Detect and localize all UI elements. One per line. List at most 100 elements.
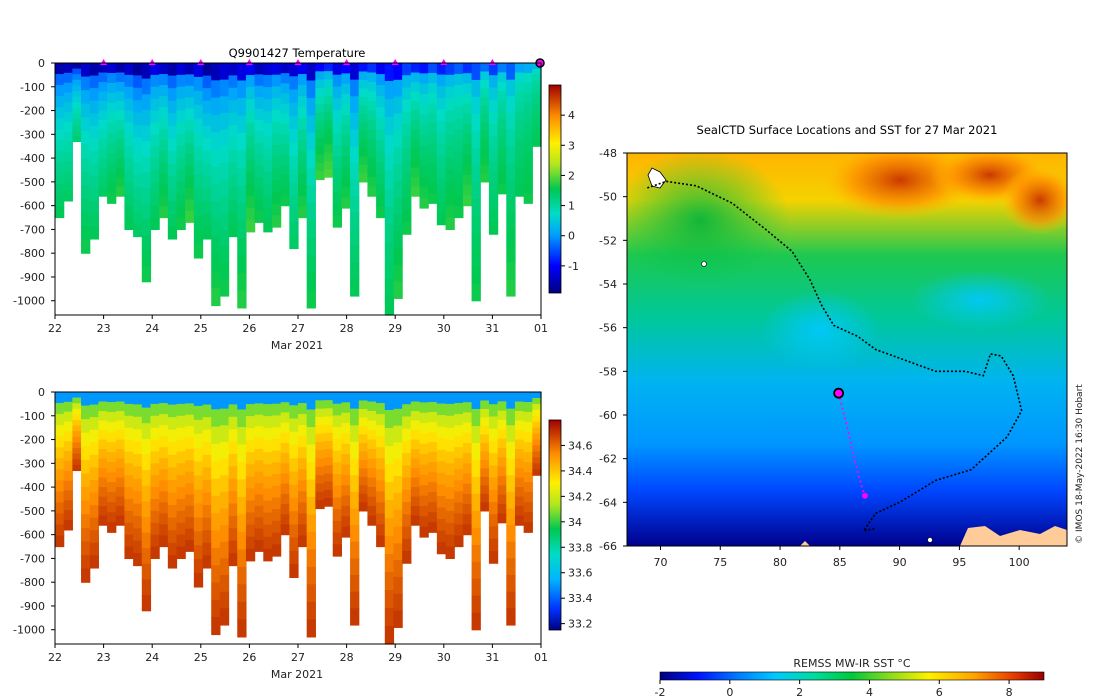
profile-cell — [202, 150, 212, 165]
colorbar-tick-label: 34.6 — [568, 439, 593, 452]
y-tick-label: -400 — [20, 481, 45, 494]
profile-cell — [141, 172, 152, 189]
profile-cell — [454, 195, 464, 208]
profile-cell — [324, 489, 334, 499]
profile-cell — [202, 188, 212, 202]
profile-cell — [98, 63, 108, 74]
profile-cell — [393, 130, 403, 148]
profile-cell — [133, 186, 143, 200]
profile-cell — [341, 94, 351, 106]
profile-cell — [263, 135, 273, 148]
profile-cell — [315, 79, 325, 89]
profile-cell — [167, 113, 178, 127]
profile-cell — [185, 392, 195, 404]
profile-cell — [462, 63, 473, 74]
x-tick-label: 30 — [437, 322, 451, 335]
profile-cell — [315, 71, 325, 81]
profile-cell — [410, 139, 421, 150]
profile-cell — [55, 151, 65, 163]
profile-cell — [462, 392, 473, 403]
profile-cell — [219, 63, 230, 81]
profile-cell — [159, 414, 169, 426]
profile-cell — [532, 116, 542, 124]
profile-cell — [523, 452, 533, 463]
profile-cell — [324, 95, 334, 105]
profile-cell — [237, 97, 247, 117]
profile-cell — [514, 129, 525, 140]
profile-cell — [211, 114, 221, 133]
profile-cell — [55, 480, 65, 492]
profile-cell — [298, 469, 308, 481]
profile-cell — [141, 423, 152, 440]
profile-cell — [211, 426, 221, 445]
y-tick-label: -500 — [20, 505, 45, 518]
profile-cell — [263, 512, 273, 526]
profile-cell — [402, 197, 412, 211]
profile-cell — [428, 452, 438, 463]
profile-cell — [263, 123, 273, 136]
profile-cell — [376, 162, 386, 174]
profile-cell — [497, 476, 507, 486]
profile-cell — [523, 442, 533, 453]
salinity-panel: 22 23 24 25 26 27 28 29 30 31 01 0-100-200-300-400… — [13, 386, 592, 681]
profile-cell — [306, 220, 316, 239]
profile-cell — [159, 206, 169, 219]
profile-cell — [506, 541, 516, 560]
profile-cell — [358, 122, 369, 132]
profile-cell — [419, 505, 429, 517]
profile-cell — [124, 193, 134, 207]
profile-cell — [298, 195, 308, 208]
profile-cell — [254, 210, 264, 223]
profile-cell — [228, 515, 238, 529]
surface-marker — [440, 59, 448, 65]
profile-cell — [419, 94, 429, 106]
profile-cell — [358, 442, 369, 453]
profile-cell — [523, 472, 533, 483]
salinity-colorbar — [548, 419, 562, 631]
profile-cell — [358, 476, 369, 486]
profile-cell — [280, 63, 290, 74]
profile-cell — [428, 133, 438, 144]
profile-cell — [219, 162, 230, 181]
profile-cell — [141, 563, 152, 581]
profile-cell — [454, 162, 464, 174]
profile-cell — [289, 89, 299, 104]
profile-cell — [480, 476, 490, 486]
profile-cell — [193, 202, 204, 217]
profile-cell — [219, 129, 230, 147]
profile-cell — [81, 198, 91, 214]
profile-cell — [315, 63, 325, 72]
profile-cell — [115, 110, 126, 121]
profile-cell — [63, 421, 73, 432]
profile-cell — [55, 206, 65, 219]
profile-cell — [81, 568, 91, 583]
profile-cell — [506, 262, 516, 280]
profile-cell — [445, 181, 455, 195]
profile-cell — [202, 63, 212, 77]
profile-cell — [124, 403, 134, 417]
profile-cell — [202, 517, 212, 531]
profile-cell — [289, 471, 299, 486]
map-y-tick-label: -48 — [599, 147, 617, 160]
profile-cell — [211, 461, 221, 480]
x-tick-label: 23 — [97, 651, 111, 664]
profile-cell — [454, 184, 464, 197]
profile-cell — [55, 118, 65, 130]
profile-cell — [332, 532, 342, 545]
profile-cell — [315, 400, 325, 410]
profile-cell — [254, 392, 264, 404]
profile-cell — [402, 124, 412, 137]
profile-cell — [471, 442, 481, 461]
profile-cell — [367, 430, 377, 441]
profile-cell — [228, 416, 238, 430]
x-tick-label: 26 — [242, 322, 256, 335]
profile-cell — [445, 86, 455, 100]
profile-cell — [471, 232, 481, 251]
profile-cell — [98, 129, 108, 140]
profile-cell — [514, 477, 525, 488]
profile-cell — [98, 82, 108, 93]
profile-cell — [228, 540, 238, 554]
profile-cell — [436, 120, 447, 133]
profile-cell — [176, 510, 186, 524]
